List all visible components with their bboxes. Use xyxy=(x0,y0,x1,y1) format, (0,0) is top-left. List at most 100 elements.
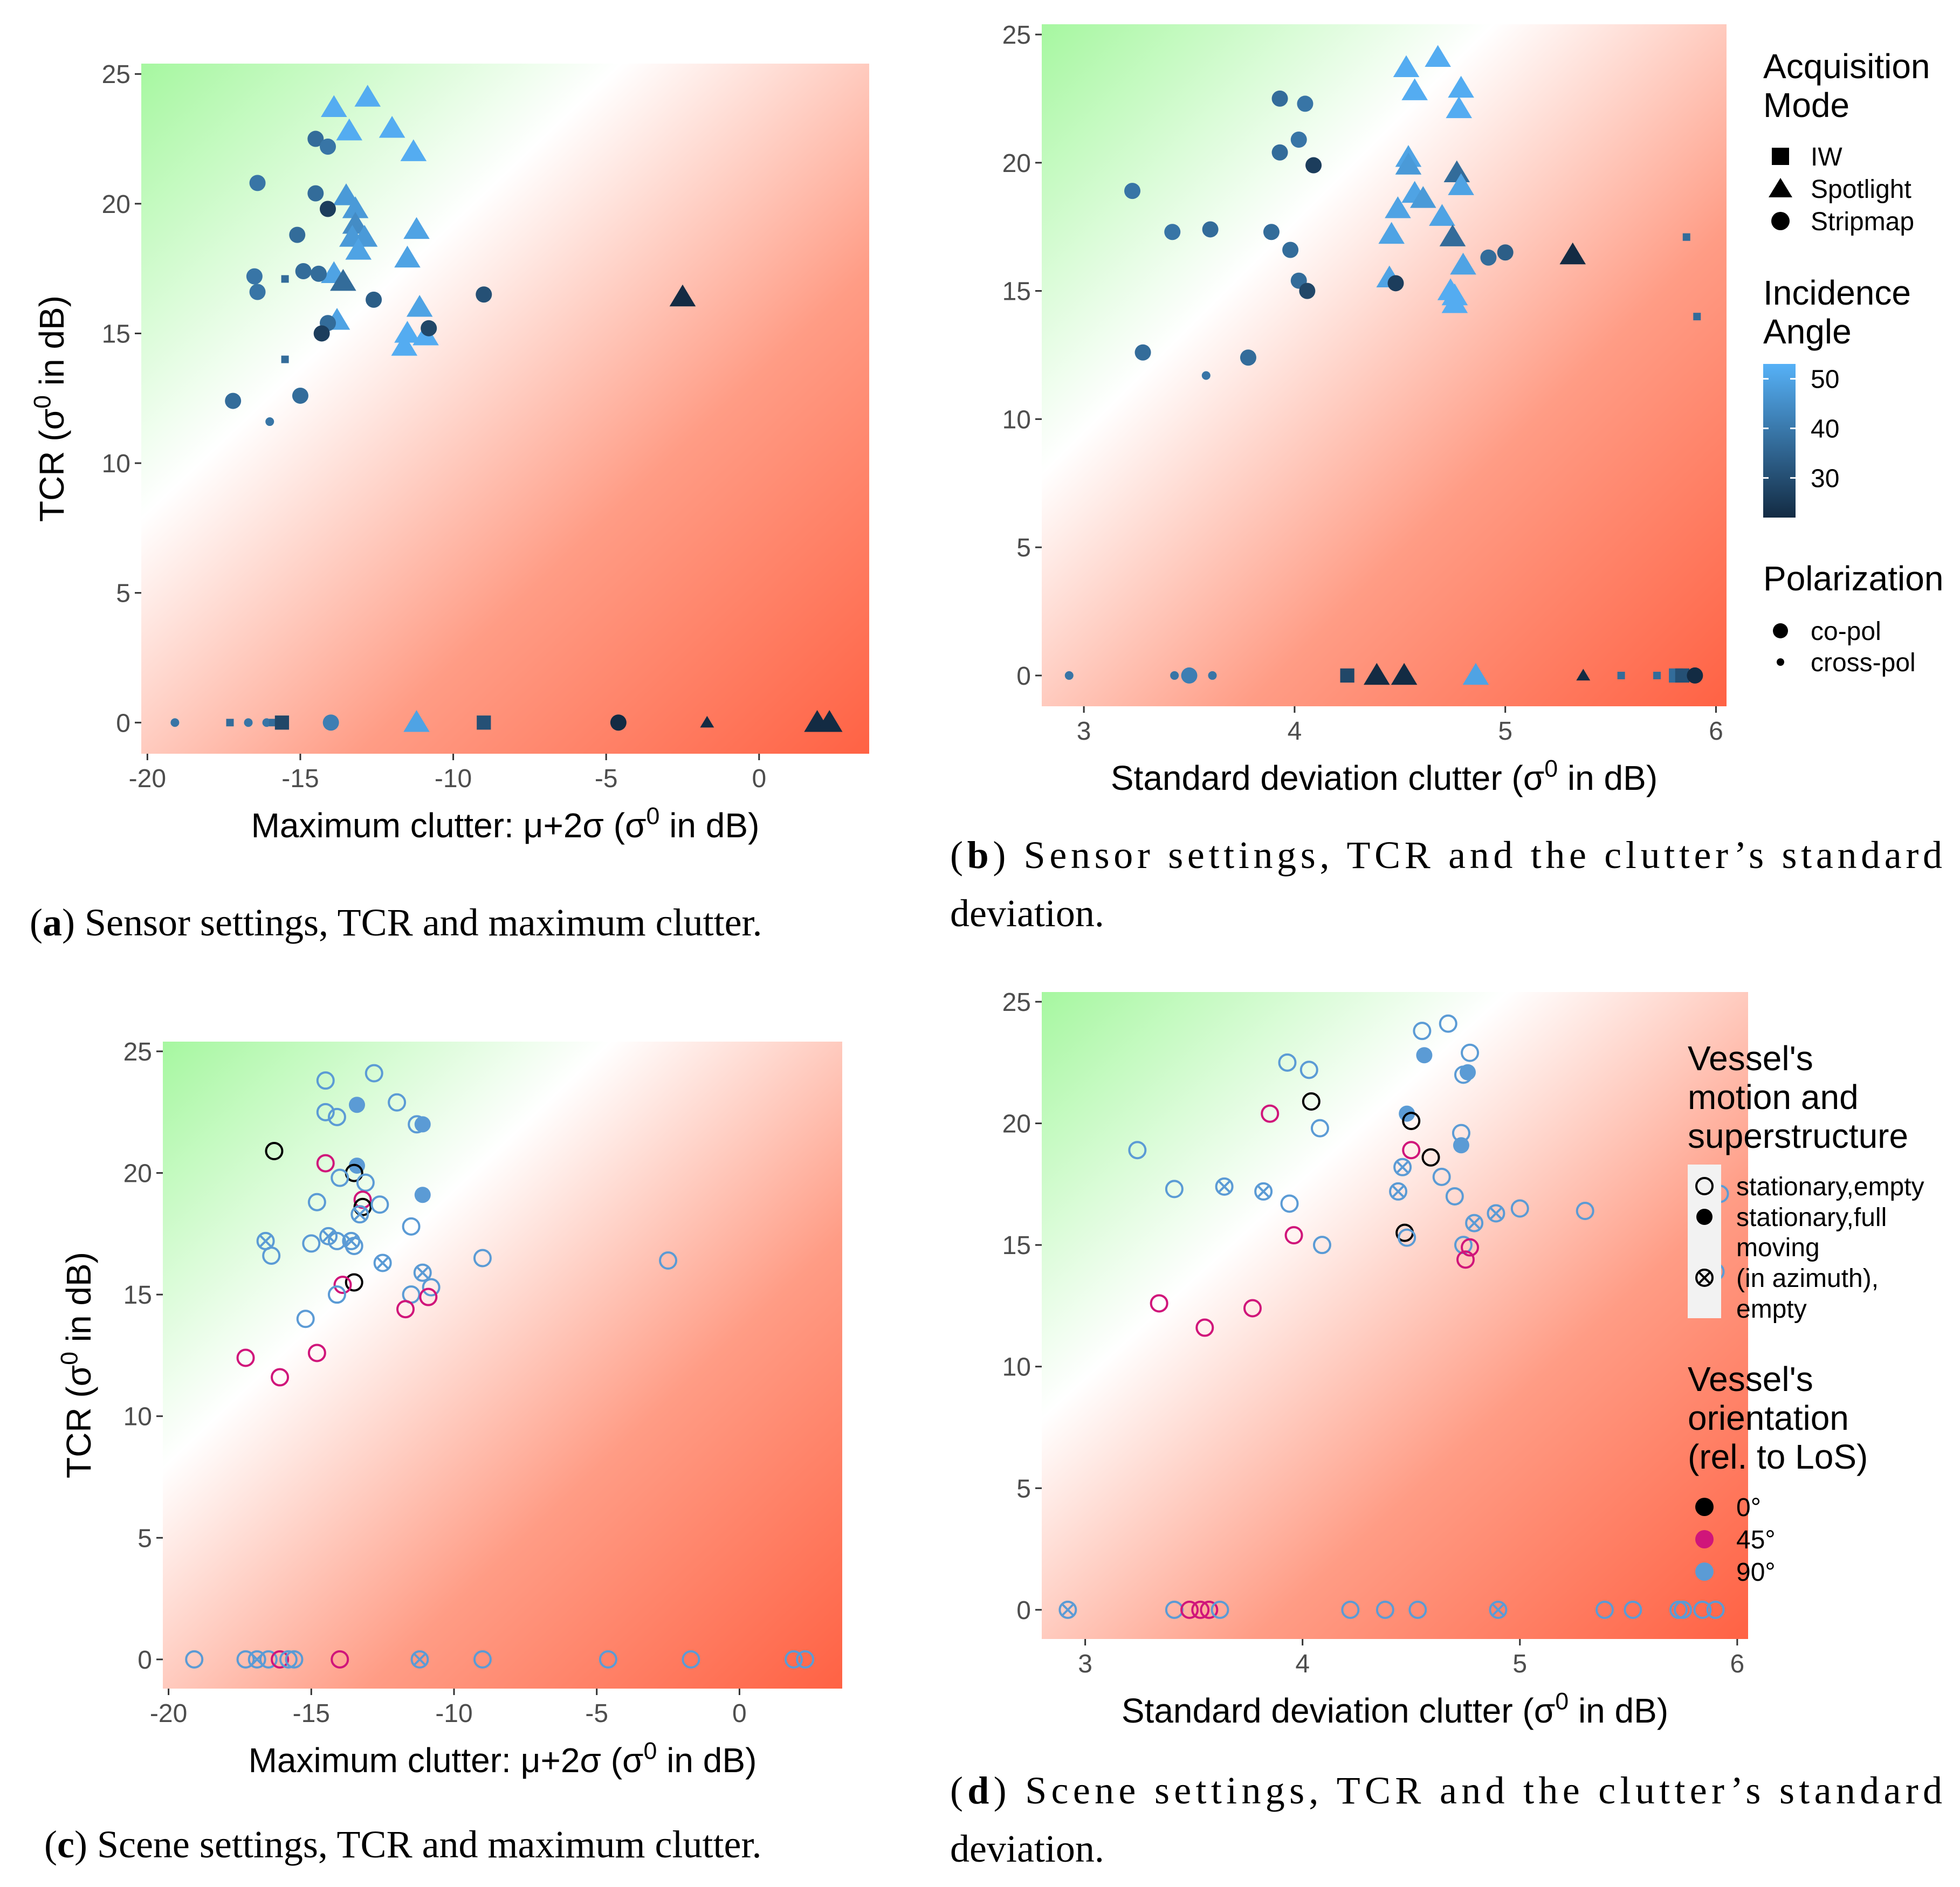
legend-title-orientation: (rel. to LoS) xyxy=(1688,1437,1868,1476)
y-tick-label: 20 xyxy=(123,1160,152,1188)
data-point-stationary-empty xyxy=(473,1650,492,1669)
x-tick-label: -20 xyxy=(150,1699,187,1728)
data-point-moving-empty xyxy=(1465,1214,1484,1232)
data-point-stationary-empty xyxy=(1624,1600,1642,1619)
data-point-stripmap xyxy=(1240,349,1256,366)
y-tick-label: 0 xyxy=(1016,1596,1031,1625)
y-tick-label: 10 xyxy=(1002,1353,1031,1382)
y-tick-label: 15 xyxy=(123,1281,152,1310)
data-point-spotlight xyxy=(394,245,421,268)
data-point-stationary-empty xyxy=(259,1650,278,1669)
caption-d: (d) Scene settings, TCR and the clutter’… xyxy=(950,1769,1942,1812)
data-point-spotlight xyxy=(345,238,372,260)
x-tick-label: 6 xyxy=(1709,717,1723,746)
data-point-iw xyxy=(281,355,289,363)
x-axis-title: Standard deviation clutter (σ0 in dB) xyxy=(1111,755,1658,797)
data-point-stripmap xyxy=(320,138,336,155)
data-point-stripmap xyxy=(262,718,271,727)
legend-swatch-orientation xyxy=(1695,1530,1714,1548)
data-point-stationary-empty xyxy=(1310,1119,1329,1138)
data-point-stripmap xyxy=(295,263,312,279)
data-point-spotlight xyxy=(1439,224,1466,246)
y-tick-label: 25 xyxy=(1002,988,1031,1017)
y-tick-label: 10 xyxy=(102,450,130,478)
data-point-stationary-empty xyxy=(1280,1194,1299,1213)
data-point-stationary-empty xyxy=(1402,1141,1421,1160)
data-point-spotlight xyxy=(1441,291,1468,313)
data-point-stationary-empty xyxy=(316,1071,335,1090)
legend-colorbar-tick: 50 xyxy=(1811,366,1839,394)
panel-a: 0 5 10 15 20 25 -20 -15 -10 -5 0 Maximum clutter: μ… xyxy=(29,60,869,944)
data-point-spotlight xyxy=(669,284,696,307)
data-point-spotlight xyxy=(1446,96,1473,119)
data-point-moving-empty xyxy=(1389,1182,1408,1201)
data-point-spotlight xyxy=(1401,78,1428,100)
data-point-stationary-empty xyxy=(1576,1202,1594,1221)
data-point-stationary-empty xyxy=(1510,1199,1529,1218)
x-tick-label: 6 xyxy=(1730,1650,1744,1678)
data-point-stripmap xyxy=(170,718,180,727)
data-point-stationary-empty xyxy=(365,1064,383,1083)
data-point-stripmap xyxy=(1290,132,1307,148)
data-point-stationary-empty xyxy=(331,1168,349,1187)
legend-item-label: empty xyxy=(1736,1295,1807,1324)
data-point-stationary-empty xyxy=(419,1287,438,1306)
data-point-stationary-empty xyxy=(1674,1600,1693,1619)
legend-item-label: co-pol xyxy=(1811,617,1881,646)
data-point-spotlight xyxy=(1395,153,1422,175)
legend-title-acquisition: Acquisition xyxy=(1763,47,1930,86)
data-point-stationary-empty xyxy=(1180,1600,1199,1619)
data-point-stripmap xyxy=(244,718,253,727)
data-point-stripmap xyxy=(265,417,274,426)
caption-c: (c) Scene settings, TCR and maximum clut… xyxy=(44,1823,761,1866)
y-tick-label: 0 xyxy=(116,709,130,738)
x-tick-label: -10 xyxy=(435,765,472,793)
data-point-stripmap xyxy=(320,201,336,217)
y-tick-label: 5 xyxy=(116,580,130,608)
x-tick-label: 4 xyxy=(1288,717,1302,746)
x-tick-label: 5 xyxy=(1512,1650,1527,1678)
plot-background xyxy=(1042,24,1727,706)
x-tick-label: 5 xyxy=(1498,717,1512,746)
data-point-spotlight xyxy=(1462,663,1489,685)
y-tick-label: 5 xyxy=(137,1524,152,1553)
data-point-stationary-empty xyxy=(1312,1236,1331,1255)
data-point-spotlight xyxy=(816,710,843,732)
data-point-stationary-empty xyxy=(1302,1092,1321,1111)
data-point-moving-empty xyxy=(410,1650,429,1669)
data-point-spotlight xyxy=(342,212,369,234)
data-point-stripmap xyxy=(249,175,266,191)
data-point-stationary-full xyxy=(1453,1137,1469,1154)
data-point-stripmap xyxy=(289,226,306,243)
caption-a: (a) Sensor settings, TCR and maximum clu… xyxy=(30,901,762,944)
y-tick-label: 25 xyxy=(123,1038,152,1066)
data-point-moving-empty xyxy=(413,1263,432,1282)
data-point-spotlight xyxy=(1448,75,1474,98)
data-point-stationary-empty xyxy=(402,1217,421,1236)
data-point-spotlight xyxy=(379,116,405,138)
data-point-stationary-empty xyxy=(1195,1318,1214,1337)
y-tick-label: 15 xyxy=(1002,1231,1031,1260)
plot-background xyxy=(1042,992,1748,1639)
data-point-spotlight xyxy=(403,710,430,732)
data-point-stationary-empty xyxy=(316,1103,335,1121)
data-point-moving-empty xyxy=(1393,1158,1412,1176)
data-point-stripmap xyxy=(1297,95,1313,112)
data-point-iw xyxy=(1340,668,1354,683)
data-point-iw xyxy=(274,715,290,730)
data-point-stationary-empty xyxy=(271,1650,290,1669)
legend-item-label: cross-pol xyxy=(1811,649,1916,677)
data-point-stationary-empty xyxy=(307,1193,326,1211)
y-tick-label: 25 xyxy=(1002,21,1031,50)
x-axis-title: Maximum clutter: μ+2σ (σ0 in dB) xyxy=(249,1738,757,1780)
data-point-stationary-empty xyxy=(316,1154,335,1173)
x-tick-label: -5 xyxy=(585,1699,608,1728)
data-point-stripmap xyxy=(1164,224,1181,240)
legend-swatch-orientation xyxy=(1695,1498,1714,1516)
data-point-stationary-full xyxy=(1460,1064,1476,1080)
y-tick-label: 25 xyxy=(102,60,130,89)
data-point-iw xyxy=(281,275,289,283)
y-tick-label: 15 xyxy=(1002,278,1031,306)
data-point-stripmap xyxy=(476,286,492,303)
legend-title-motion: Vessel's xyxy=(1688,1039,1813,1078)
